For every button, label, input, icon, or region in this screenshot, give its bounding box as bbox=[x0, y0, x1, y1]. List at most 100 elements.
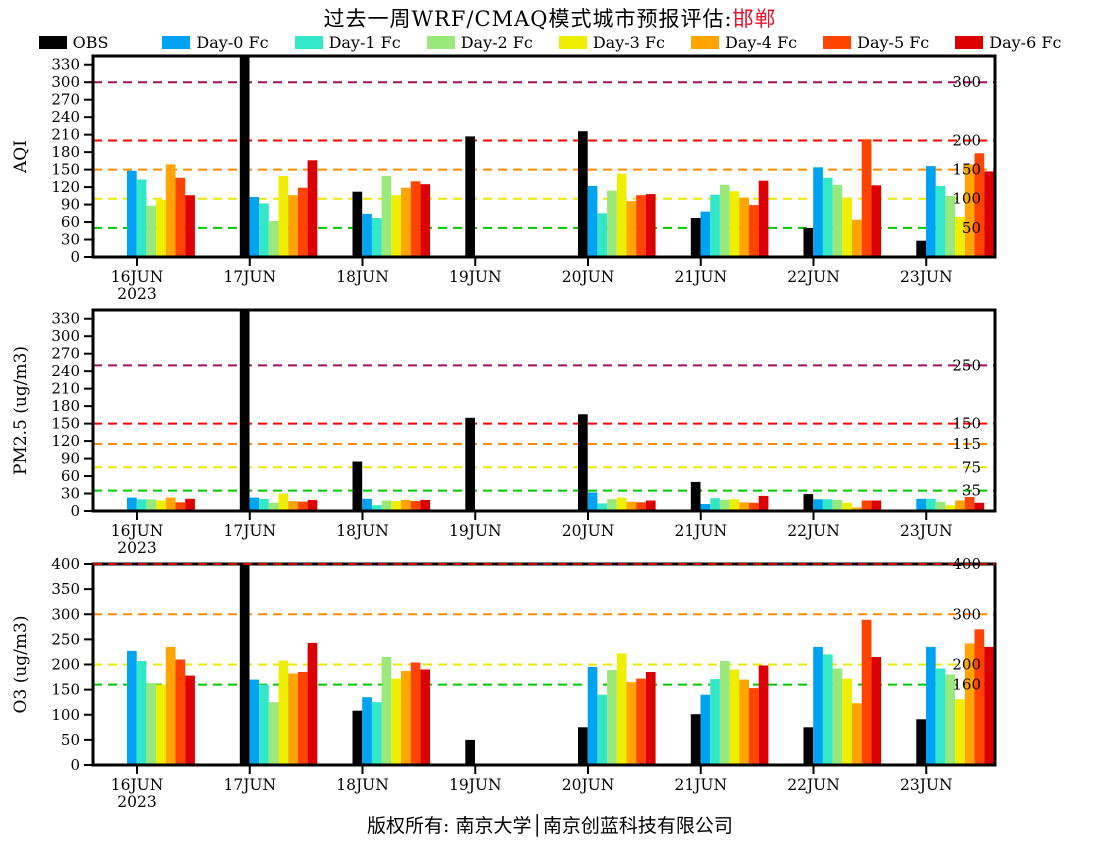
x-tick-label: 17JUN bbox=[223, 776, 276, 794]
bar-day-4-fc-16jun bbox=[165, 497, 176, 511]
y-tick-label: 90 bbox=[61, 196, 80, 214]
x-tick-label: 22JUN bbox=[787, 268, 840, 286]
right-axis-label-150: 150 bbox=[952, 415, 981, 433]
right-axis-label-115: 115 bbox=[952, 435, 981, 453]
x-tick-label: 23JUN bbox=[900, 776, 953, 794]
bar-day-5-fc-23jun bbox=[974, 629, 985, 765]
bar-day-1-fc-20jun bbox=[597, 213, 608, 257]
x-tick-label: 16JUN bbox=[111, 522, 164, 540]
bar-day-4-fc-21jun bbox=[739, 502, 749, 511]
y-tick-label: 350 bbox=[51, 580, 80, 598]
bar-day-4-fc-21jun bbox=[739, 197, 749, 257]
y-tick-label: 0 bbox=[70, 248, 80, 266]
bar-day-6-fc-16jun bbox=[185, 675, 195, 765]
bar-day-2-fc-16jun bbox=[146, 499, 157, 511]
x-tick-label: 19JUN bbox=[449, 522, 502, 540]
bar-day-3-fc-22jun bbox=[842, 678, 852, 765]
bar-day-6-fc-16jun bbox=[185, 498, 195, 511]
bar-day-5-fc-23jun bbox=[964, 497, 975, 511]
panel-pm25: 0306090120150180210240270300330357511515… bbox=[11, 308, 997, 556]
legend-label: Day-1 Fc bbox=[328, 33, 401, 52]
bar-day-3-fc-17jun bbox=[278, 176, 289, 257]
x-tick-label: 22JUN bbox=[787, 776, 840, 794]
bar-day-3-fc-16jun bbox=[156, 684, 166, 765]
bar-day-6-fc-17jun bbox=[307, 499, 318, 511]
bar-obs-19jun bbox=[465, 739, 475, 765]
bar-day-5-fc-22jun bbox=[861, 139, 872, 257]
bar-obs-23jun bbox=[916, 719, 926, 765]
bar-day-3-fc-18jun bbox=[391, 501, 401, 511]
legend-label: Day-5 Fc bbox=[857, 33, 930, 52]
y-tick-label: 300 bbox=[51, 327, 80, 345]
legend-item-day-5-fc: Day-5 Fc bbox=[823, 33, 929, 52]
bar-day-0-fc-16jun bbox=[127, 170, 137, 257]
bar-day-1-fc-21jun bbox=[710, 498, 720, 511]
y-tick-label: 60 bbox=[61, 213, 80, 231]
bar-obs-21jun bbox=[690, 218, 701, 257]
x-year-label: 2023 bbox=[117, 793, 156, 810]
bar-day-6-fc-21jun bbox=[758, 180, 769, 257]
x-tick-label: 17JUN bbox=[223, 522, 276, 540]
bar-day-1-fc-23jun bbox=[935, 668, 946, 765]
bar-day-0-fc-17jun bbox=[249, 197, 260, 257]
bar-obs-18jun bbox=[352, 710, 363, 765]
bar-day-2-fc-18jun bbox=[381, 657, 392, 765]
legend-label: OBS bbox=[72, 33, 109, 52]
bar-day-0-fc-16jun bbox=[127, 650, 137, 765]
legend-color-swatch bbox=[955, 36, 984, 49]
bar-obs-20jun bbox=[578, 727, 588, 765]
bar-day-0-fc-21jun bbox=[700, 694, 711, 765]
y-tick-label: 240 bbox=[51, 108, 80, 126]
bar-day-3-fc-16jun bbox=[156, 199, 166, 257]
bar-day-4-fc-20jun bbox=[626, 201, 637, 257]
y-tick-label: 300 bbox=[51, 605, 80, 623]
bar-obs-20jun bbox=[578, 414, 588, 511]
y-tick-label: 300 bbox=[51, 73, 80, 91]
bar-obs-17jun bbox=[239, 564, 250, 765]
bar-day-3-fc-20jun bbox=[616, 497, 627, 511]
x-tick-label: 20JUN bbox=[562, 268, 615, 286]
bar-day-1-fc-20jun bbox=[597, 694, 608, 765]
bar-obs-18jun bbox=[352, 191, 363, 257]
x-year-label: 2023 bbox=[117, 285, 156, 302]
bar-day-0-fc-21jun bbox=[700, 504, 711, 511]
bar-day-2-fc-18jun bbox=[381, 500, 392, 511]
right-axis-label-200: 200 bbox=[952, 131, 981, 149]
bar-day-5-fc-21jun bbox=[749, 502, 759, 511]
y-tick-label: 270 bbox=[51, 91, 80, 109]
bar-day-6-fc-23jun bbox=[984, 171, 994, 257]
bar-day-6-fc-18jun bbox=[420, 184, 431, 257]
y-tick-label: 180 bbox=[51, 143, 80, 161]
bar-day-0-fc-22jun bbox=[813, 167, 823, 257]
y-tick-label: 270 bbox=[51, 345, 80, 363]
bar-day-3-fc-16jun bbox=[156, 500, 166, 511]
legend-color-swatch bbox=[294, 36, 323, 49]
bar-day-6-fc-17jun bbox=[307, 642, 318, 765]
chart-title-city: 邯郸 bbox=[732, 7, 777, 31]
y-axis-title: O3 (ug/m3) bbox=[11, 616, 31, 714]
bar-day-6-fc-20jun bbox=[645, 194, 656, 257]
x-tick-label: 19JUN bbox=[449, 268, 502, 286]
bar-day-0-fc-22jun bbox=[813, 499, 823, 511]
legend-item-day-3-fc: Day-3 Fc bbox=[558, 33, 665, 52]
x-tick-label: 21JUN bbox=[674, 776, 727, 794]
y-tick-label: 120 bbox=[51, 432, 80, 450]
x-tick-label: 16JUN bbox=[111, 268, 164, 286]
bar-day-3-fc-22jun bbox=[842, 502, 852, 511]
bar-day-0-fc-22jun bbox=[813, 646, 823, 765]
bar-day-3-fc-17jun bbox=[278, 660, 289, 765]
y-tick-label: 240 bbox=[51, 362, 80, 380]
bar-day-6-fc-23jun bbox=[974, 502, 985, 511]
bar-day-4-fc-20jun bbox=[626, 682, 637, 765]
y-axis-title: AQI bbox=[11, 140, 31, 174]
bar-day-2-fc-22jun bbox=[832, 184, 843, 257]
right-axis-label-400: 400 bbox=[952, 555, 981, 573]
bar-day-3-fc-21jun bbox=[729, 499, 740, 511]
bar-day-6-fc-18jun bbox=[420, 669, 431, 765]
y-axis-title: PM2.5 (ug/m3) bbox=[11, 346, 31, 475]
y-tick-label: 0 bbox=[70, 756, 80, 774]
legend-color-swatch bbox=[38, 36, 67, 49]
x-tick-label: 22JUN bbox=[787, 522, 840, 540]
